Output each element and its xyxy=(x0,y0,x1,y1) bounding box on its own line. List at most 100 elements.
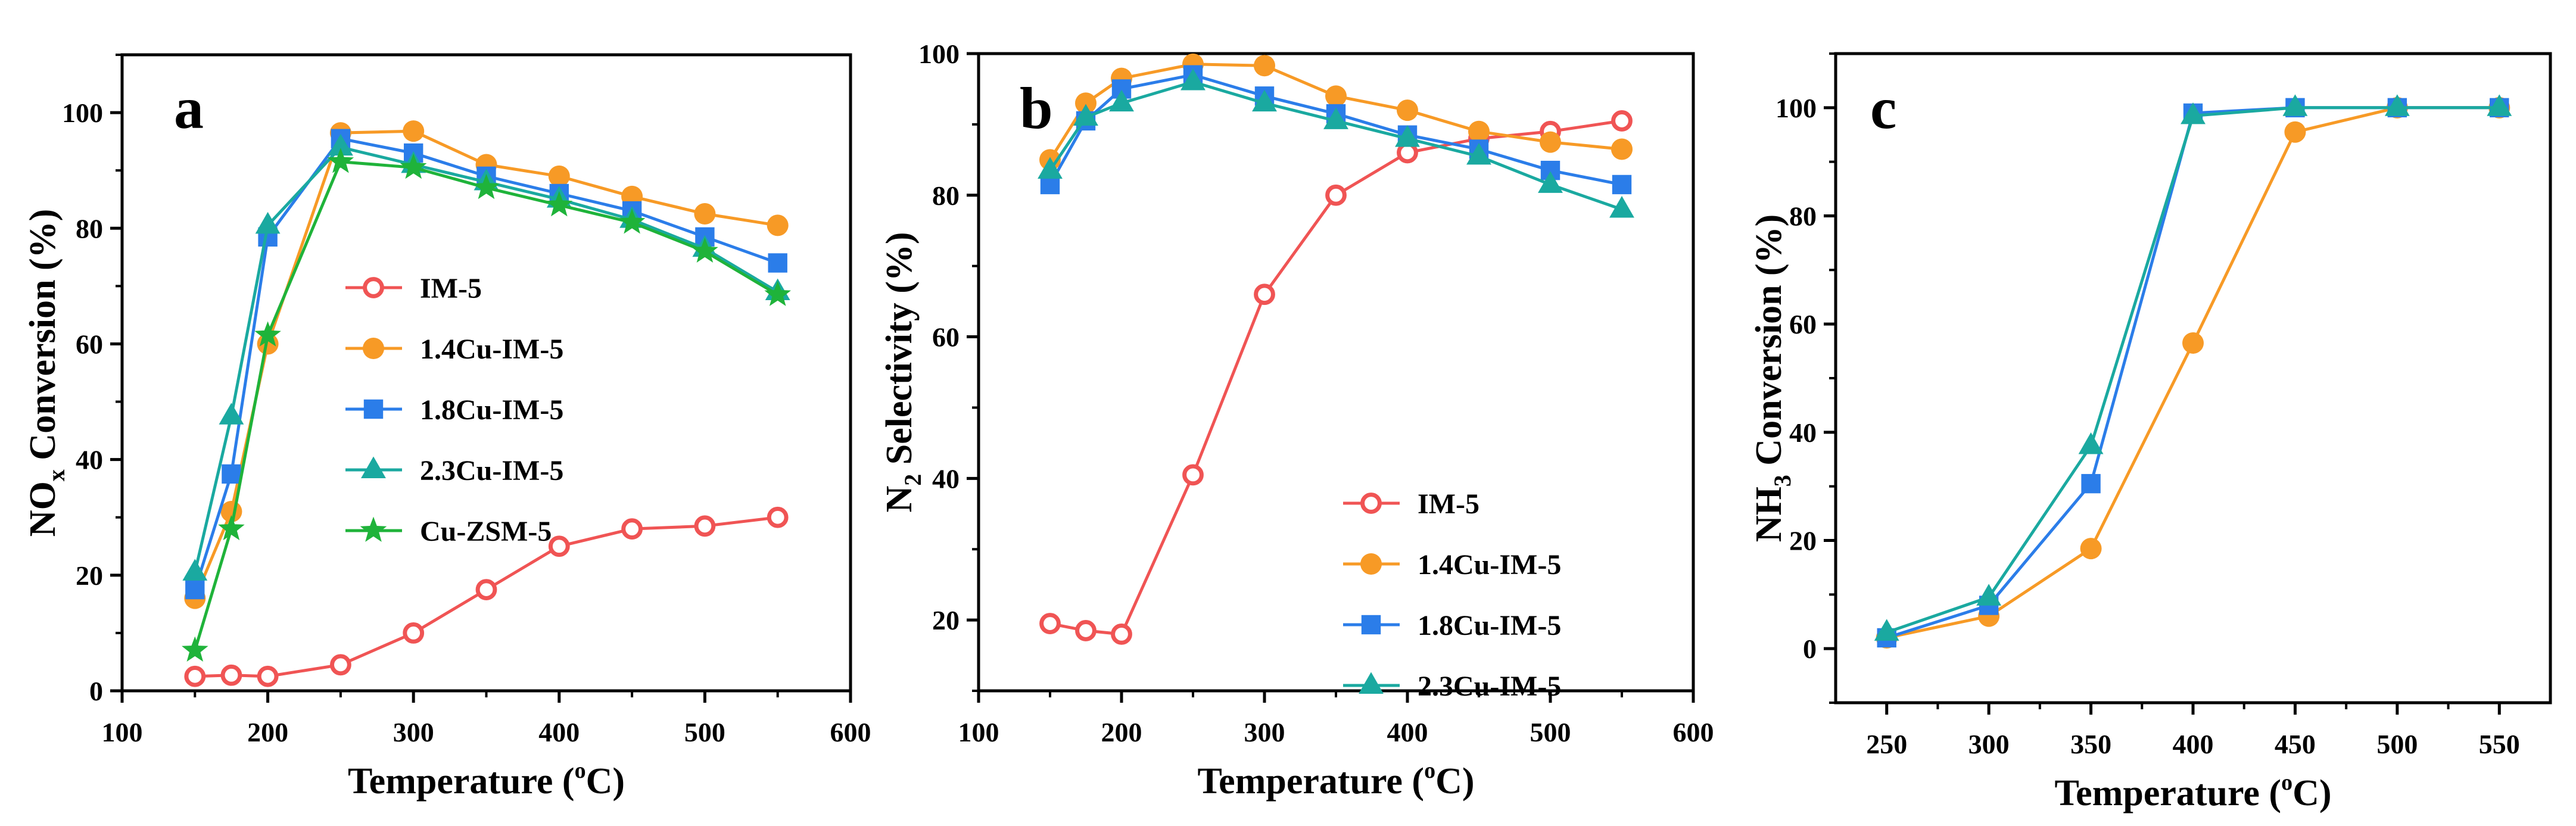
data-point xyxy=(330,654,351,676)
data-point xyxy=(184,665,206,687)
data-point xyxy=(1323,107,1348,129)
legend-label: IM-5 xyxy=(1418,488,1479,520)
y-tick-label: 20 xyxy=(1789,526,1817,556)
x-tick-label: 450 xyxy=(2275,729,2316,759)
panel-letter: a xyxy=(174,75,204,141)
y-tick-label: 40 xyxy=(1789,417,1817,448)
y-tick-label: 0 xyxy=(89,676,103,706)
data-point xyxy=(1038,157,1063,179)
data-point xyxy=(257,665,279,687)
panel-a: 100 200 300 400 500 600 0 20 40 60 80 100 Temperatur… xyxy=(23,53,871,802)
data-point xyxy=(768,253,787,273)
data-point xyxy=(1111,623,1132,645)
data-point xyxy=(219,403,244,425)
x-tick-label: 350 xyxy=(2070,729,2111,759)
data-point xyxy=(1075,92,1097,114)
data-point xyxy=(767,506,789,528)
series-1.8Cu-IM-5 xyxy=(1877,98,2509,648)
data-point xyxy=(548,535,570,557)
data-point xyxy=(618,208,646,234)
data-point xyxy=(1611,138,1633,160)
series-IM-5 xyxy=(1039,110,1633,645)
data-point xyxy=(1395,125,1420,147)
x-tick-label: 300 xyxy=(393,717,434,747)
data-point xyxy=(1540,131,1561,153)
panel-b: 100 200 300 400 500 600 20 40 60 80 100 Temperature… xyxy=(879,39,1714,802)
legend-marker xyxy=(1360,553,1382,575)
y-tick-label: 80 xyxy=(1789,201,1817,232)
legend-label: 2.3Cu-IM-5 xyxy=(420,455,563,487)
data-point xyxy=(1252,89,1277,112)
legend-marker xyxy=(1359,672,1384,694)
x-tick-label: 600 xyxy=(830,717,871,747)
y-axis-label: N2 Selectivity (%) xyxy=(879,232,926,512)
data-point xyxy=(2182,332,2204,354)
data-point xyxy=(694,203,716,225)
panel-letter: b xyxy=(1020,75,1053,141)
legend-label: 1.8Cu-IM-5 xyxy=(420,394,563,426)
data-point xyxy=(2081,473,2101,494)
y-tick-label: 100 xyxy=(1776,93,1817,123)
x-tick-label: 200 xyxy=(247,717,288,747)
plot-frame xyxy=(977,52,1695,693)
legend-label: 2.3Cu-IM-5 xyxy=(1418,671,1561,702)
y-tick-label: 80 xyxy=(76,213,103,244)
legend-label: IM-5 xyxy=(420,273,482,304)
legend-marker xyxy=(1361,615,1381,635)
x-tick-label: 500 xyxy=(2376,729,2418,759)
series-2.3Cu-IM-5 xyxy=(1874,94,2512,641)
x-tick-label: 100 xyxy=(958,717,999,747)
legend-marker xyxy=(1360,493,1382,514)
legend-marker xyxy=(363,399,384,419)
data-point xyxy=(218,515,245,541)
y-tick-label: 0 xyxy=(1803,634,1817,664)
y-tick-label: 60 xyxy=(932,322,960,353)
data-point xyxy=(694,515,716,537)
data-point xyxy=(691,237,718,263)
y-tick-label: 100 xyxy=(918,39,960,69)
series-line xyxy=(1886,106,2500,634)
data-point xyxy=(1874,619,1899,641)
data-point xyxy=(182,559,208,581)
y-tick-label: 40 xyxy=(76,445,103,475)
data-point xyxy=(1466,142,1491,165)
data-point xyxy=(1612,174,1632,195)
legend-label: 1.4Cu-IM-5 xyxy=(420,333,563,365)
data-point xyxy=(2080,538,2102,560)
x-tick-label: 250 xyxy=(1866,729,1907,759)
x-tick-label: 550 xyxy=(2479,729,2520,759)
y-tick-label: 20 xyxy=(932,605,960,635)
data-point xyxy=(1109,89,1134,112)
data-point xyxy=(548,165,570,187)
legend-item: 1.4Cu-IM-5 xyxy=(345,333,563,365)
series-line xyxy=(1886,106,2500,640)
data-point xyxy=(327,148,354,173)
data-point xyxy=(1538,171,1563,193)
series-line xyxy=(193,137,778,590)
x-tick-label: 200 xyxy=(1101,717,1142,747)
legend-label: 1.8Cu-IM-5 xyxy=(1418,610,1561,641)
x-tick-label: 300 xyxy=(1968,729,2010,759)
data-point xyxy=(220,664,242,686)
series-line xyxy=(193,160,778,651)
x-axis-label: Temperature (oC) xyxy=(2055,770,2332,813)
y-axis-label: NOx Conversion (%) xyxy=(23,209,70,537)
y-tick-label: 60 xyxy=(1789,309,1817,339)
legend-item: 1.4Cu-IM-5 xyxy=(1343,549,1561,581)
y-axis-label: NH3 Conversion (%) xyxy=(1749,214,1796,542)
legend-item: IM-5 xyxy=(345,273,482,304)
legend-marker xyxy=(363,338,384,359)
data-point xyxy=(2181,102,2206,124)
data-point xyxy=(2487,94,2512,116)
data-point xyxy=(254,321,281,347)
y-tick-label: 60 xyxy=(76,329,103,359)
data-point xyxy=(1609,196,1634,218)
series-IM-5 xyxy=(184,506,789,687)
x-tick-label: 500 xyxy=(1530,717,1571,747)
legend-item: 1.8Cu-IM-5 xyxy=(345,394,563,426)
data-point xyxy=(255,211,281,234)
legend-item: Cu-ZSM-5 xyxy=(345,516,552,547)
x-tick-label: 500 xyxy=(684,717,725,747)
data-point xyxy=(1039,613,1061,634)
x-tick-label: 300 xyxy=(1244,717,1285,747)
